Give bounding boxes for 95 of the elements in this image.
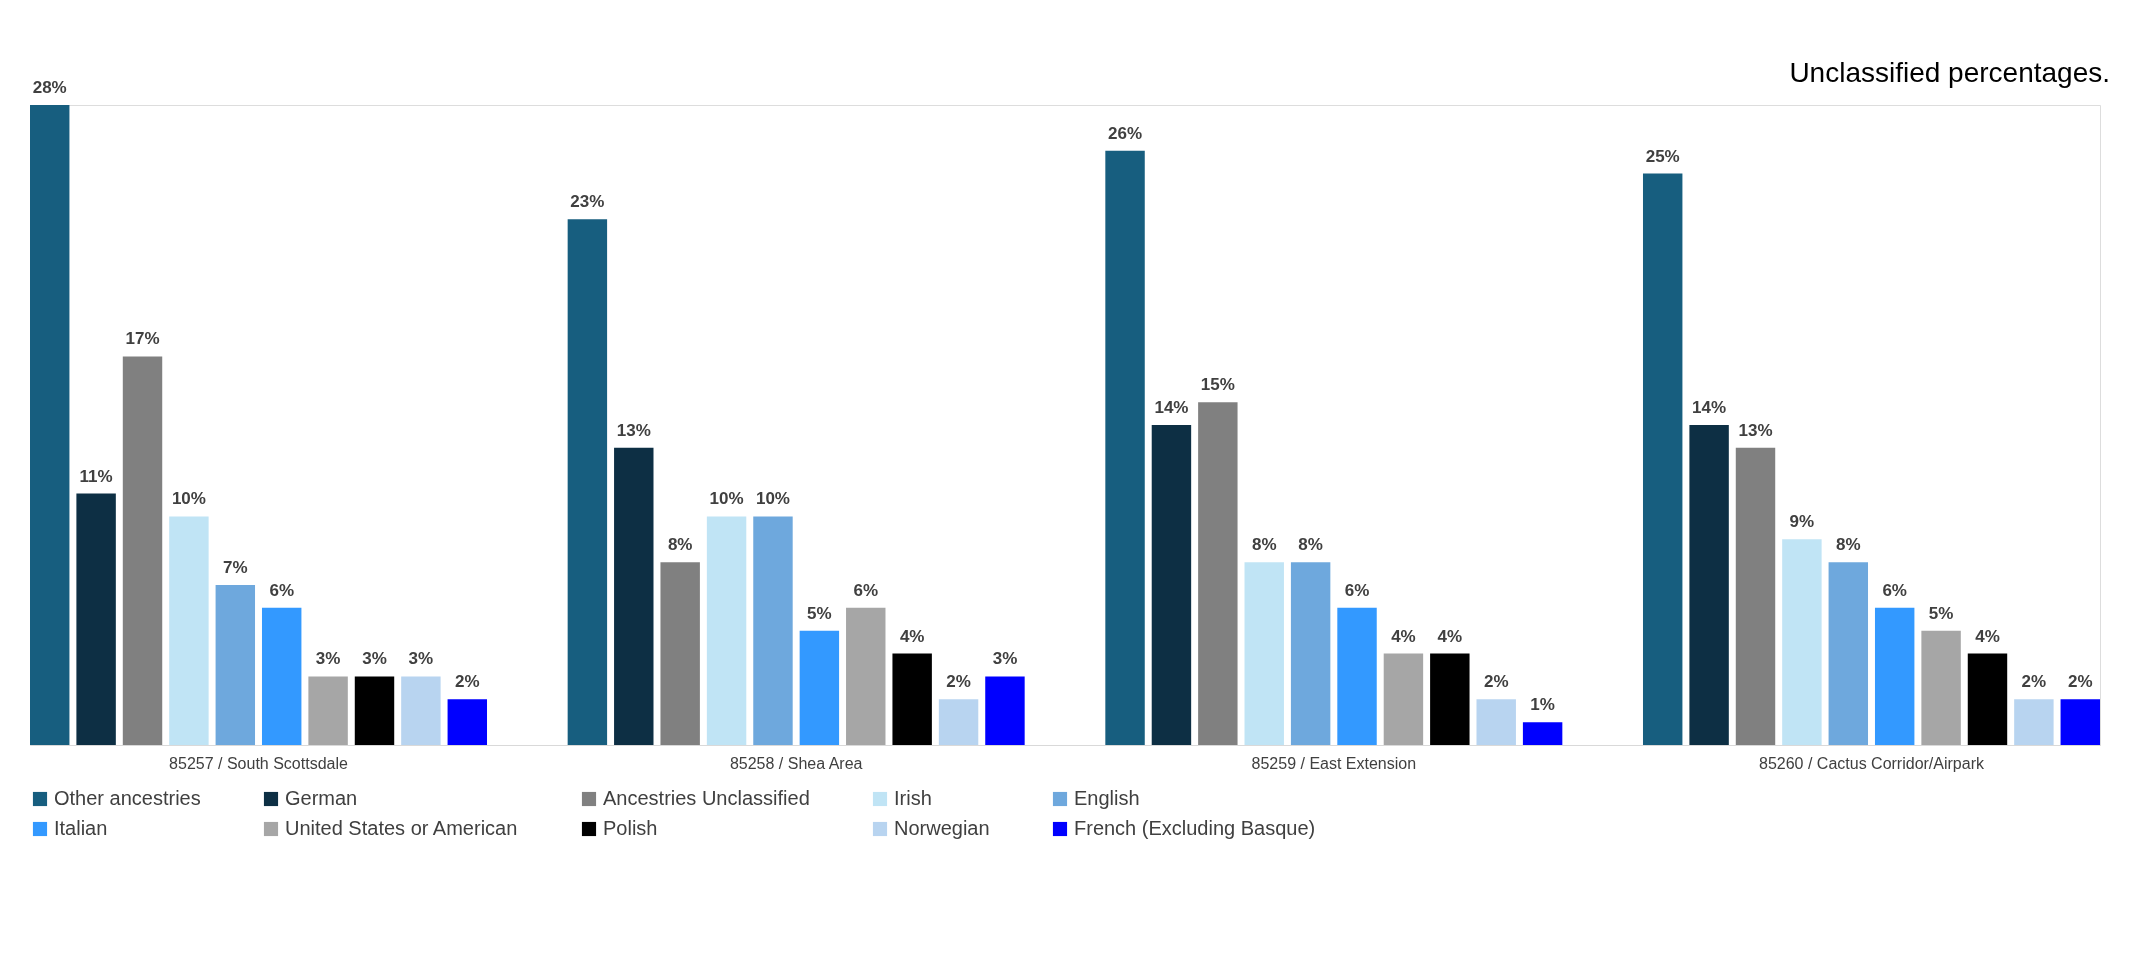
data-label: 3% [362, 649, 387, 669]
bar [261, 607, 302, 745]
data-label: 8% [1298, 535, 1323, 555]
data-label: 2% [2067, 672, 2093, 692]
text: Unclassified percentages. [1789, 57, 2110, 88]
data-label: 6% [269, 580, 294, 600]
bar [1244, 562, 1284, 745]
data-label: 2% [946, 672, 971, 692]
data-label: 17% [125, 329, 160, 349]
data-label: 4% [1975, 626, 2000, 646]
x-tick-label: 85260 / Cactus Corridor/Airpark [1759, 754, 1985, 772]
data-label: 3% [315, 649, 341, 669]
data-label: 26% [1108, 123, 1143, 143]
data-label: 10% [171, 489, 206, 509]
bar [846, 607, 886, 745]
legend-label: German [285, 787, 358, 809]
x-tick-label: 85257 / South Scottsdale [169, 754, 349, 772]
bar [447, 699, 488, 745]
data-label: 4% [899, 626, 925, 646]
data-label: 8% [1251, 535, 1277, 555]
x-tick-label: 85259 / East Extension [1251, 754, 1417, 772]
bar [1430, 653, 1470, 745]
bar [1383, 653, 1424, 745]
data-label: 7% [223, 558, 248, 577]
data-label: 6% [1344, 580, 1370, 600]
legend-label: Irish [894, 787, 932, 809]
bar [1874, 607, 1915, 745]
bar [30, 105, 70, 745]
bar [1105, 150, 1145, 745]
bar [892, 653, 932, 745]
legend-label: Other ancestries [54, 787, 201, 809]
bar [401, 676, 441, 745]
data-label: 10% [709, 489, 744, 509]
data-label: 6% [853, 580, 879, 600]
data-label: 11% [79, 466, 113, 486]
bar [660, 562, 700, 745]
bar [1921, 630, 1961, 745]
legend-label: English [1074, 787, 1140, 809]
legend-label: Ancestries Unclassified [603, 787, 810, 809]
legend-label: Norwegian [894, 817, 990, 839]
legend-label: United States or American [285, 817, 518, 839]
data-label: 15% [1200, 375, 1235, 395]
bar [706, 516, 747, 745]
bar [1290, 562, 1331, 745]
bar [1967, 653, 2008, 745]
bar [567, 219, 608, 745]
data-label: 4% [1437, 626, 1463, 646]
bar [1689, 425, 1729, 745]
bar [985, 676, 1025, 745]
data-label: 3% [992, 649, 1018, 669]
bar [1337, 607, 1377, 745]
bar [215, 585, 256, 745]
legend-label: Italian [54, 817, 108, 839]
data-label: 28% [32, 78, 67, 97]
bar [76, 493, 116, 745]
bar [1522, 722, 1563, 745]
data-label: 5% [1928, 603, 1954, 623]
data-label: 1% [1530, 695, 1555, 715]
data-label: 5% [807, 603, 832, 623]
data-label: 14% [1692, 398, 1727, 417]
bar [1198, 402, 1238, 745]
bar [1782, 539, 1822, 745]
data-label: 23% [570, 192, 605, 212]
data-label: 13% [616, 420, 651, 440]
data-label: 2% [455, 672, 480, 692]
data-label: 6% [1882, 580, 1907, 600]
bar [1151, 425, 1192, 745]
bar [938, 699, 979, 745]
x-tick-label: 85258 / Shea Area [729, 754, 863, 772]
bar [1828, 562, 1869, 745]
legend-label: Polish [603, 817, 658, 839]
bar [2014, 699, 2054, 745]
bar [614, 447, 654, 745]
bar [2060, 699, 2100, 745]
bar [308, 676, 348, 745]
bar [1735, 447, 1776, 745]
data-label: 8% [667, 535, 693, 555]
data-label: 10% [755, 489, 790, 509]
bar [1476, 699, 1516, 745]
data-label: 9% [1789, 512, 1815, 532]
data-label: 3% [408, 649, 434, 669]
data-label: 2% [1483, 672, 1509, 692]
bar [753, 516, 793, 745]
data-label: 8% [1836, 535, 1861, 555]
data-label: 25% [1645, 146, 1680, 166]
bar [799, 630, 840, 745]
bar [1642, 173, 1683, 745]
data-label: 2% [2021, 672, 2047, 692]
data-label: 4% [1391, 626, 1416, 646]
data-label: 13% [1738, 420, 1773, 440]
legend-label: French (Excluding Basque) [1074, 817, 1316, 839]
bar [122, 356, 163, 745]
data-label: 14% [1154, 398, 1189, 417]
bar [169, 516, 209, 745]
bar [354, 676, 395, 745]
